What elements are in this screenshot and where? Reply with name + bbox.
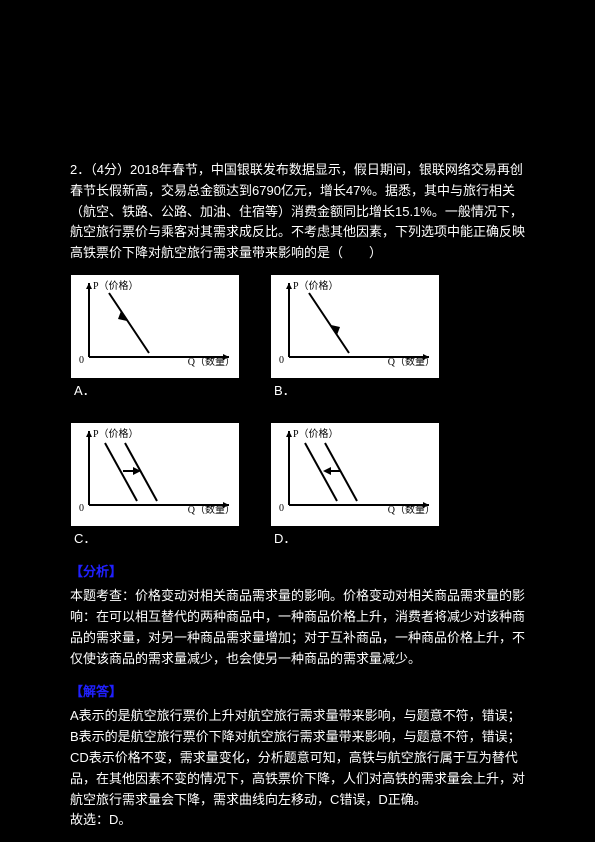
option-B: P（价格） 0 Q（数量） B． <box>270 274 440 402</box>
origin: 0 <box>79 353 84 369</box>
origin: 0 <box>279 501 284 517</box>
x-label: Q（数量） <box>388 503 435 519</box>
question-text: 2．（4分）2018年春节，中国银联发布数据显示，假日期间，银联网络交易再创春节… <box>70 160 525 264</box>
chart-row-2: P（价格） 0 Q（数量） C． P（价格） 0 Q（数量） D． <box>70 422 525 550</box>
label-C: C． <box>74 529 240 550</box>
x-label: Q（数量） <box>388 355 435 371</box>
option-C: P（价格） 0 Q（数量） C． <box>70 422 240 550</box>
x-label: Q（数量） <box>188 503 235 519</box>
chart-D: P（价格） 0 Q（数量） <box>270 422 440 527</box>
option-D: P（价格） 0 Q（数量） D． <box>270 422 440 550</box>
chart-B: P（价格） 0 Q（数量） <box>270 274 440 379</box>
origin: 0 <box>79 501 84 517</box>
y-label: P（价格） <box>93 279 139 295</box>
label-D: D． <box>274 529 440 550</box>
analysis-head: 【分析】 <box>70 562 525 583</box>
option-A: P（价格） 0 Q（数量） A． <box>70 274 240 402</box>
label-A: A． <box>74 381 240 402</box>
answer-head: 【解答】 <box>70 682 525 703</box>
chart-C: P（价格） 0 Q（数量） <box>70 422 240 527</box>
answer-body: A表示的是航空旅行票价上升对航空旅行需求量带来影响，与题意不符，错误； B表示的… <box>70 706 525 831</box>
x-label: Q（数量） <box>188 355 235 371</box>
y-label: P（价格） <box>93 427 139 443</box>
label-B: B． <box>274 381 440 402</box>
y-label: P（价格） <box>293 427 339 443</box>
chart-A: P（价格） 0 Q（数量） <box>70 274 240 379</box>
y-label: P（价格） <box>293 279 339 295</box>
analysis-body: 本题考查：价格变动对相关商品需求量的影响。价格变动对相关商品需求量的影响：在可以… <box>70 586 525 669</box>
chart-row-1: P（价格） 0 Q（数量） A． P（价格） 0 Q（数量） B． <box>70 274 525 402</box>
origin: 0 <box>279 353 284 369</box>
